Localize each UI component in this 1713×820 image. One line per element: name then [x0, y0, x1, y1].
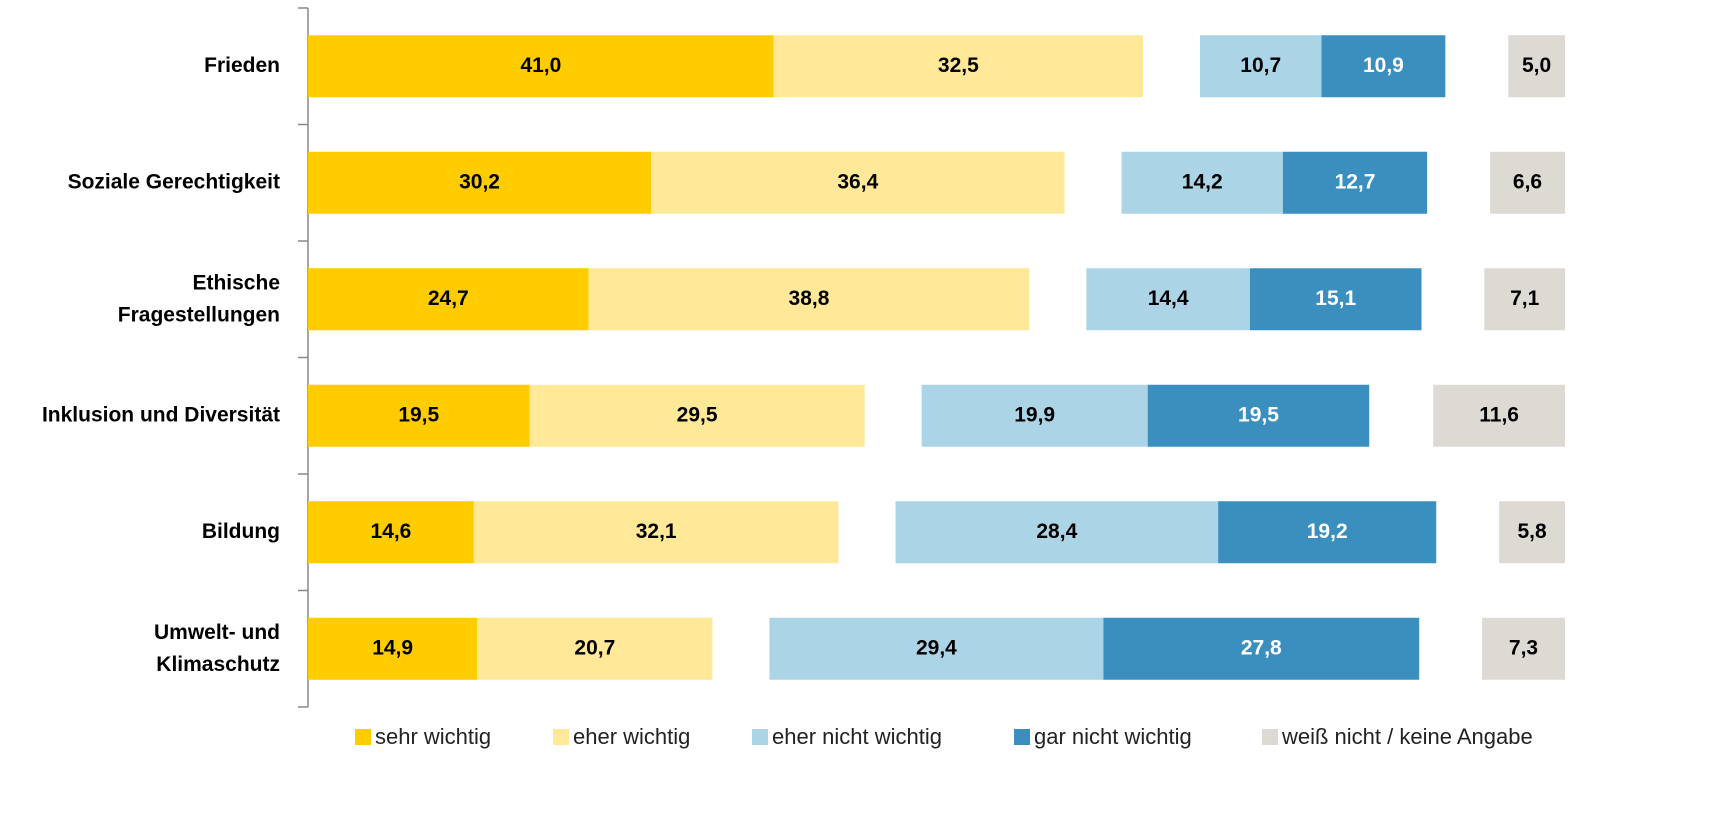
legend-swatch	[1014, 729, 1030, 745]
bar	[308, 35, 774, 98]
data-label: 7,1	[1510, 287, 1540, 310]
bar	[1086, 268, 1250, 331]
data-label: 14,9	[372, 636, 413, 659]
bar	[1433, 384, 1565, 447]
legend-label: weiß nicht / keine Angabe	[1281, 724, 1533, 749]
data-label: 28,4	[1036, 520, 1077, 543]
bar	[308, 617, 478, 680]
bar	[1490, 151, 1565, 214]
bar	[651, 151, 1065, 214]
data-label: 29,5	[677, 403, 718, 426]
data-label: 11,6	[1479, 403, 1519, 426]
data-label: 32,5	[938, 54, 979, 77]
bar	[473, 501, 839, 564]
data-label: 14,4	[1148, 287, 1189, 310]
legend-swatch	[1262, 729, 1278, 745]
data-label: 14,2	[1182, 170, 1223, 193]
bar	[1321, 35, 1446, 98]
bar	[1499, 501, 1565, 564]
data-label: 30,2	[459, 170, 500, 193]
bar	[1147, 384, 1370, 447]
bar	[1249, 268, 1422, 331]
bar	[895, 501, 1219, 564]
bar	[769, 617, 1104, 680]
bar	[1103, 617, 1420, 680]
data-label: 19,5	[398, 403, 439, 426]
bar	[1484, 268, 1565, 331]
data-label: 5,8	[1517, 520, 1547, 543]
bar	[308, 151, 652, 214]
bar	[477, 617, 713, 680]
data-label: 19,9	[1014, 403, 1055, 426]
legend-label: sehr wichtig	[375, 724, 491, 749]
data-label: 38,8	[789, 287, 830, 310]
bar	[308, 268, 589, 331]
data-label: 29,4	[916, 636, 957, 659]
legend-swatch	[355, 729, 371, 745]
data-label: 5,0	[1522, 54, 1551, 77]
bar	[1482, 617, 1565, 680]
category-label: Umwelt- und Klimaschutz	[154, 620, 280, 675]
data-label: 12,7	[1335, 170, 1376, 193]
legend-label: eher wichtig	[573, 724, 690, 749]
category-label: Frieden	[204, 54, 280, 77]
legend-label: gar nicht wichtig	[1034, 724, 1192, 749]
bar	[529, 384, 865, 447]
bar	[1218, 501, 1437, 564]
legend-swatch	[553, 729, 569, 745]
data-label: 15,1	[1315, 287, 1356, 310]
bar	[588, 268, 1030, 331]
bar	[773, 35, 1143, 98]
data-label: 19,2	[1307, 520, 1348, 543]
bar	[1508, 35, 1565, 98]
data-label: 27,8	[1241, 636, 1282, 659]
bar	[1199, 35, 1322, 98]
data-label: 36,4	[837, 170, 878, 193]
bar	[1121, 151, 1283, 214]
data-label: 41,0	[520, 54, 561, 77]
category-label: Ethische Fragestellungen	[118, 271, 280, 326]
category-label: Bildung	[202, 520, 280, 543]
data-label: 10,9	[1363, 54, 1404, 77]
data-label: 6,6	[1513, 170, 1542, 193]
data-label: 20,7	[574, 636, 615, 659]
bar	[308, 384, 530, 447]
bar	[308, 501, 474, 564]
legend-swatch	[752, 729, 768, 745]
data-label: 7,3	[1509, 636, 1538, 659]
data-label: 32,1	[636, 520, 677, 543]
legend-label: eher nicht wichtig	[772, 724, 942, 749]
data-label: 19,5	[1238, 403, 1279, 426]
category-label: Soziale Gerechtigkeit	[68, 170, 280, 193]
bar	[1282, 151, 1428, 214]
data-label: 24,7	[428, 287, 469, 310]
bar	[921, 384, 1148, 447]
data-label: 14,6	[370, 520, 411, 543]
data-label: 10,7	[1240, 54, 1281, 77]
category-label: Inklusion und Diversität	[42, 403, 280, 426]
